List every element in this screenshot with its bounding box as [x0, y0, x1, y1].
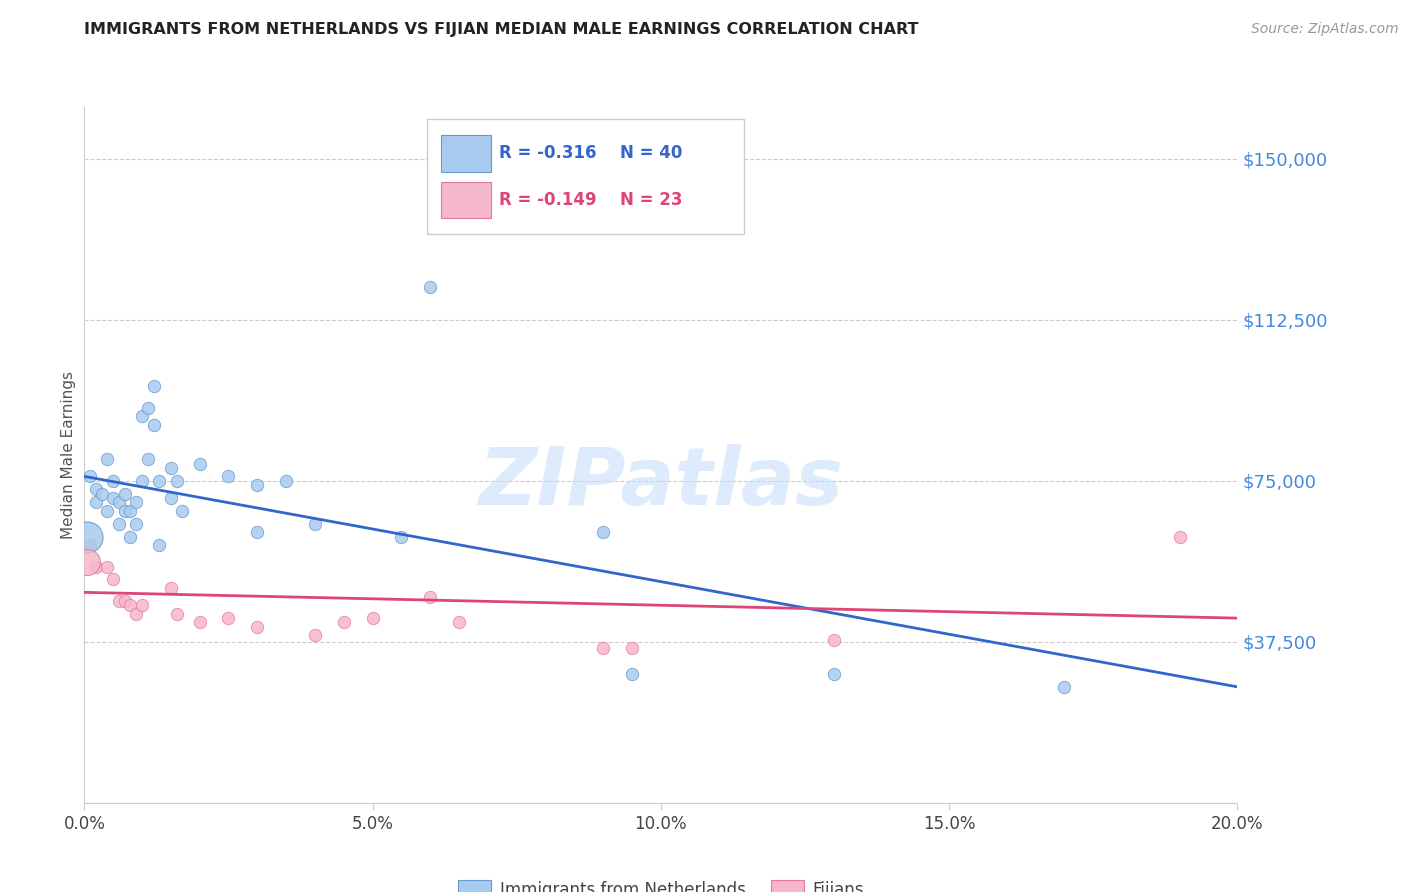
Point	[188, 457, 211, 471]
Point	[419, 280, 441, 294]
Point	[125, 495, 148, 509]
Point	[621, 667, 644, 681]
Point	[136, 401, 159, 415]
Point	[142, 417, 165, 432]
Point	[84, 495, 107, 509]
Point	[166, 474, 188, 488]
Point	[79, 538, 101, 552]
Point	[160, 491, 183, 505]
Y-axis label: Median Male Earnings: Median Male Earnings	[60, 371, 76, 539]
Point	[246, 620, 269, 634]
Text: R = -0.149: R = -0.149	[499, 191, 598, 209]
Point	[419, 590, 441, 604]
Point	[120, 504, 142, 518]
Point	[79, 469, 101, 483]
Point	[131, 599, 153, 613]
Point	[108, 495, 131, 509]
Text: N = 23: N = 23	[620, 191, 683, 209]
Point	[76, 555, 98, 569]
Point	[217, 469, 239, 483]
Point	[217, 611, 239, 625]
Point	[823, 667, 845, 681]
Point	[125, 607, 148, 621]
Point	[823, 632, 845, 647]
Point	[120, 599, 142, 613]
Point	[114, 594, 136, 608]
Point	[592, 525, 614, 540]
Point	[188, 615, 211, 630]
Point	[90, 486, 112, 500]
Point	[103, 474, 124, 488]
Point	[84, 483, 107, 497]
Point	[148, 474, 170, 488]
Point	[96, 559, 118, 574]
Point	[108, 516, 131, 531]
Text: N = 40: N = 40	[620, 145, 682, 162]
Point	[120, 529, 142, 543]
Point	[160, 581, 183, 595]
Point	[96, 504, 118, 518]
Point	[160, 460, 183, 475]
Point	[246, 525, 269, 540]
Point	[304, 628, 326, 642]
Point	[361, 611, 384, 625]
Text: ZIPatlas: ZIPatlas	[478, 443, 844, 522]
Point	[1168, 529, 1191, 543]
Point	[103, 573, 124, 587]
Point	[1053, 680, 1076, 694]
Point	[246, 478, 269, 492]
Point	[96, 452, 118, 467]
Point	[166, 607, 188, 621]
Legend: Immigrants from Netherlands, Fijians: Immigrants from Netherlands, Fijians	[451, 874, 870, 892]
Point	[84, 559, 107, 574]
Text: IMMIGRANTS FROM NETHERLANDS VS FIJIAN MEDIAN MALE EARNINGS CORRELATION CHART: IMMIGRANTS FROM NETHERLANDS VS FIJIAN ME…	[84, 22, 920, 37]
Point	[621, 641, 644, 656]
Point	[108, 594, 131, 608]
Point	[114, 486, 136, 500]
Point	[148, 538, 170, 552]
Point	[76, 529, 98, 543]
Point	[447, 615, 470, 630]
Point	[592, 641, 614, 656]
Point	[391, 529, 413, 543]
Text: R = -0.316: R = -0.316	[499, 145, 596, 162]
Point	[304, 516, 326, 531]
Point	[136, 452, 159, 467]
Point	[125, 516, 148, 531]
Point	[274, 474, 298, 488]
Point	[131, 474, 153, 488]
Point	[131, 409, 153, 424]
Point	[142, 379, 165, 393]
Point	[172, 504, 194, 518]
Text: Source: ZipAtlas.com: Source: ZipAtlas.com	[1251, 22, 1399, 37]
Point	[114, 504, 136, 518]
Point	[103, 491, 124, 505]
Point	[332, 615, 354, 630]
